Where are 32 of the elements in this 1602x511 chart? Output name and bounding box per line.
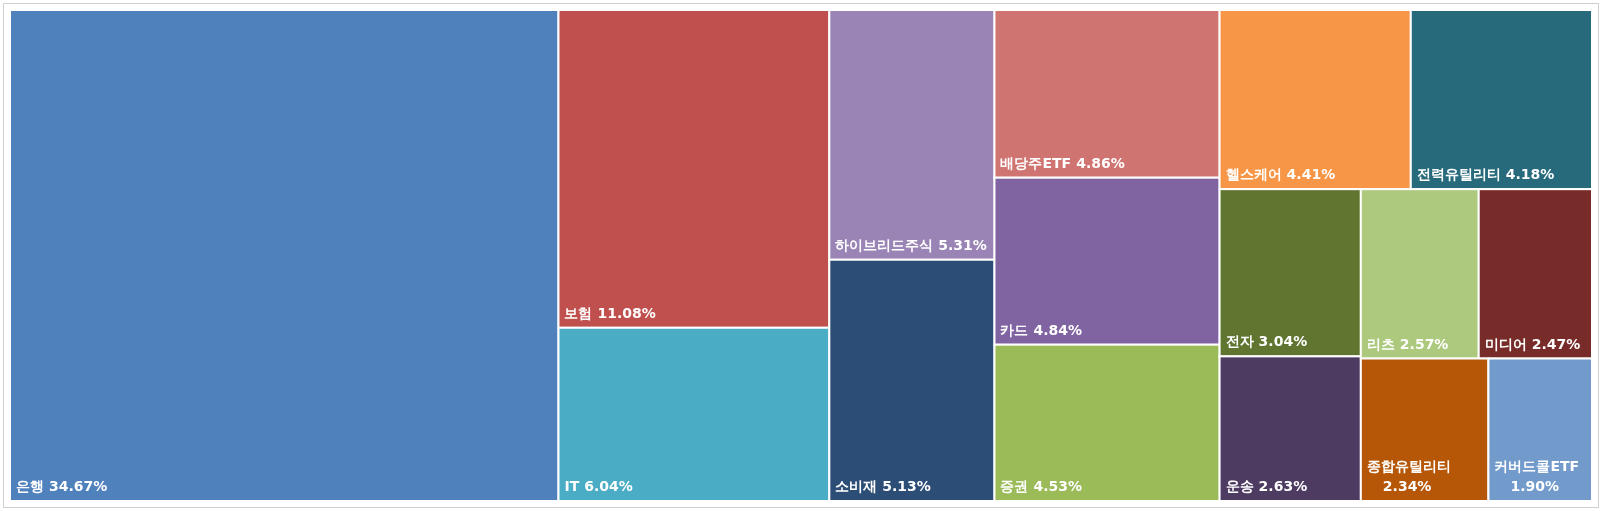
data-label: 6.04% xyxy=(584,478,633,494)
data-label: 4.18% xyxy=(1505,166,1555,183)
category-label: 헬스케어 xyxy=(1225,166,1282,183)
category-label: 운송 xyxy=(1225,478,1254,494)
category-label: 커버드콜ETF xyxy=(1494,458,1580,474)
data-label: 2.63% xyxy=(1258,478,1308,494)
data-label: 3.04% xyxy=(1258,333,1308,350)
category-label: 배당주ETF xyxy=(1000,154,1072,171)
data-label: 1.90% xyxy=(1510,478,1559,494)
data-label: 34.67% xyxy=(49,478,108,494)
category-label: 하이브리드주식 xyxy=(835,236,934,253)
data-label: 5.31% xyxy=(938,236,987,253)
category-label: 소비재 xyxy=(835,478,878,494)
category-label: 카드 xyxy=(1000,321,1029,338)
category-label: 증권 xyxy=(1000,478,1029,494)
category-label: 미디어 xyxy=(1484,335,1527,352)
data-label: 2.47% xyxy=(1531,335,1581,352)
data-label: 4.41% xyxy=(1286,166,1336,183)
category-label: IT xyxy=(564,478,580,494)
category-label: 종합유틸리티 xyxy=(1366,458,1451,474)
data-label: 4.86% xyxy=(1076,154,1125,171)
data-label: 2.57% xyxy=(1399,335,1449,352)
data-label: 4.53% xyxy=(1033,478,1083,494)
category-label: 은행 xyxy=(16,478,44,494)
category-label: 전력유틸리티 xyxy=(1416,166,1501,183)
data-label: 2.34% xyxy=(1382,478,1432,494)
data-label: 4.84% xyxy=(1033,321,1083,338)
data-label: 11.08% xyxy=(597,304,656,321)
category-label: 보험 xyxy=(564,304,593,321)
category-label: 리츠 xyxy=(1366,335,1395,352)
data-label: 5.13% xyxy=(882,478,931,494)
category-label: 전자 xyxy=(1225,333,1254,350)
